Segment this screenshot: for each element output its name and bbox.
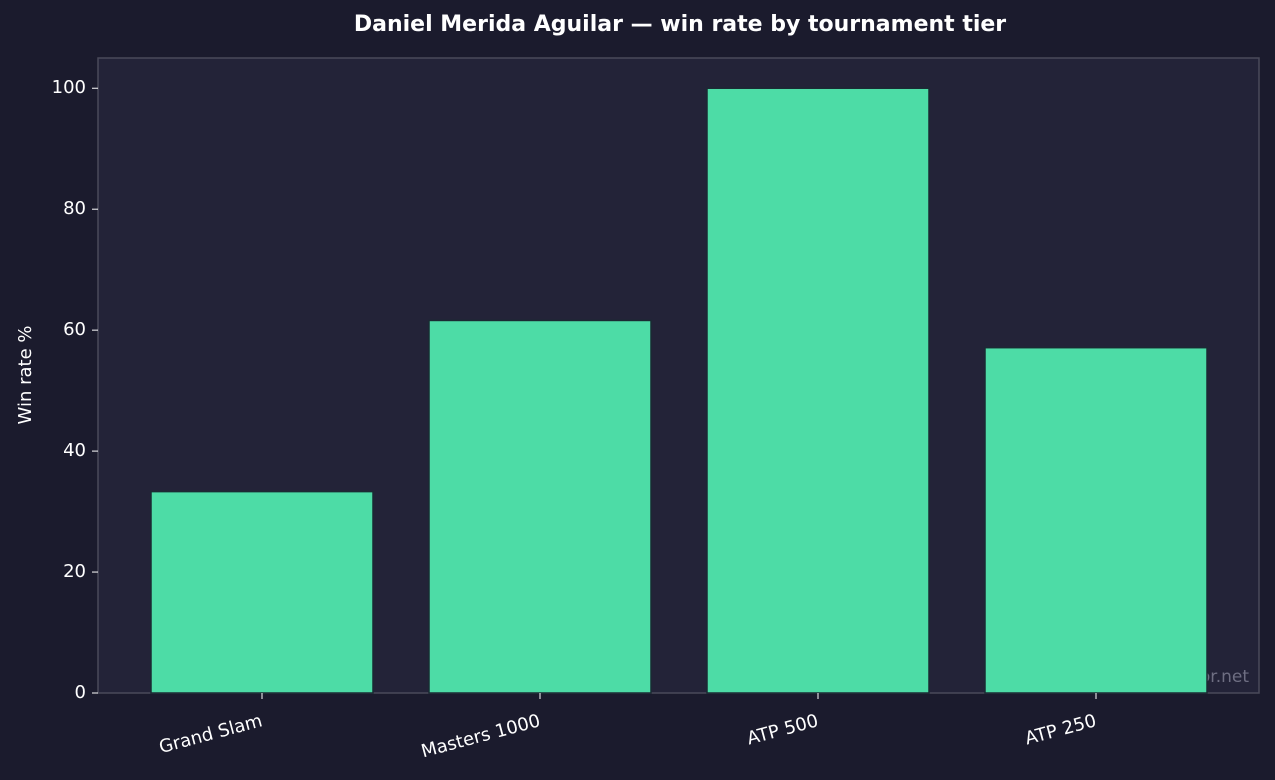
y-tick-label: 40 xyxy=(63,440,86,461)
y-axis-label: Win rate % xyxy=(15,326,36,425)
chart-title: Daniel Merida Aguilar — win rate by tour… xyxy=(354,12,1006,37)
y-tick-label: 80 xyxy=(63,198,86,219)
bar xyxy=(706,87,930,694)
y-tick-label: 20 xyxy=(63,561,86,582)
y-tick-label: 100 xyxy=(52,77,86,98)
bar xyxy=(428,319,652,694)
y-tick-label: 60 xyxy=(63,319,86,340)
bar xyxy=(984,346,1208,694)
bar xyxy=(150,490,374,694)
y-tick-label: 0 xyxy=(75,682,86,703)
